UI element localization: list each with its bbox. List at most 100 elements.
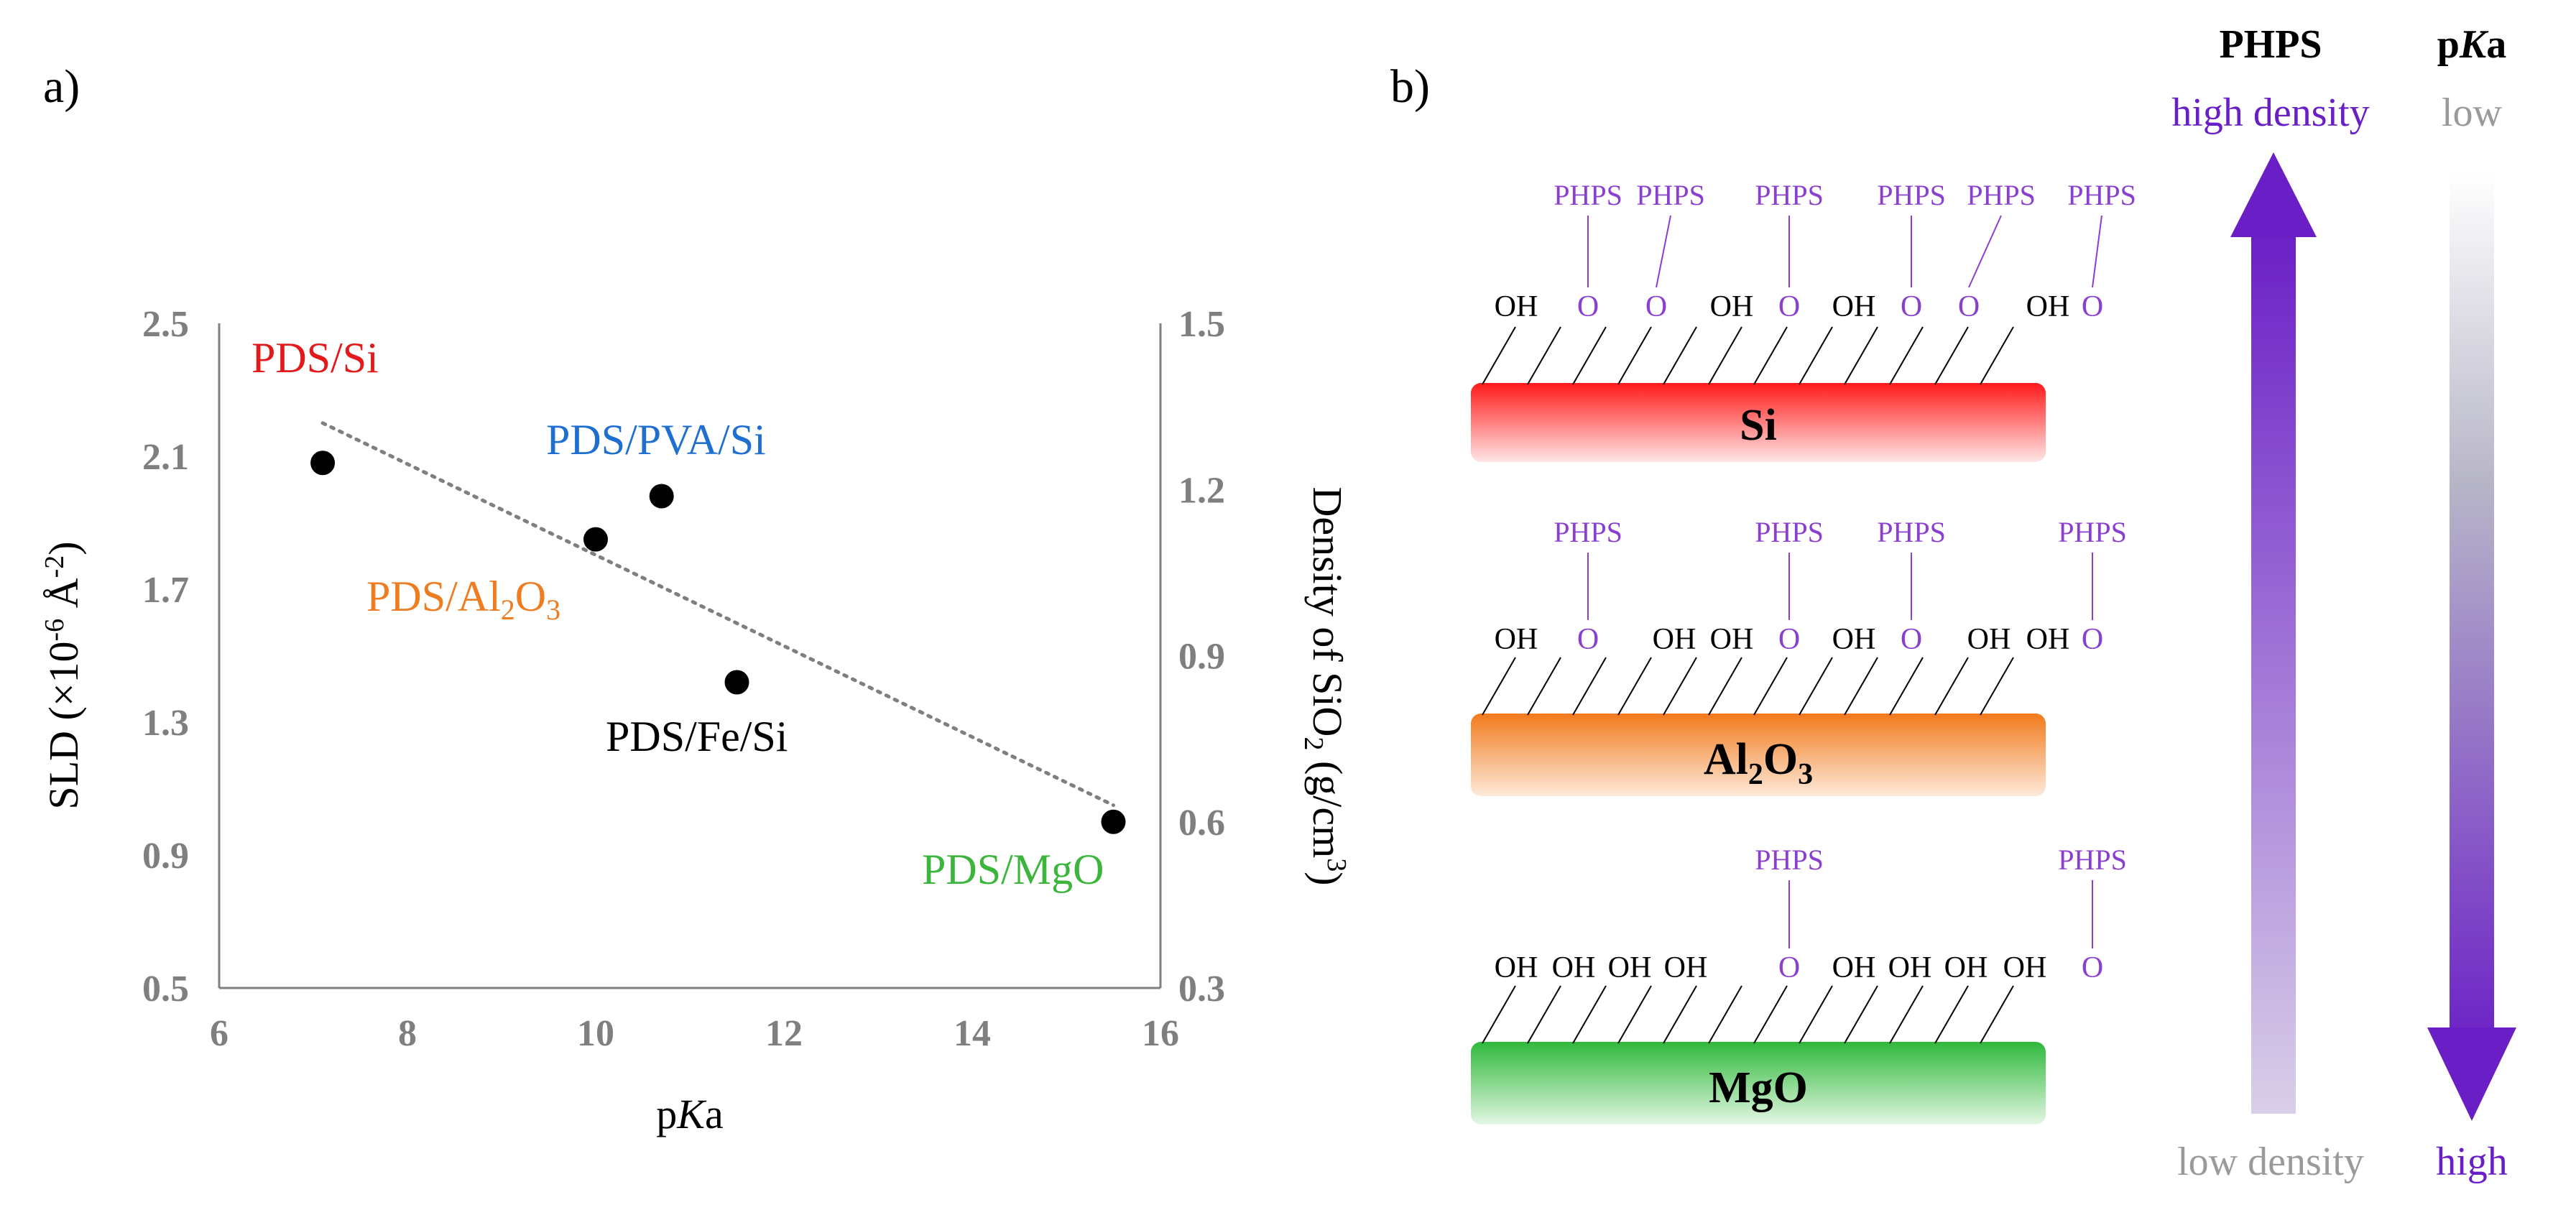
phps-label: PHPS — [1554, 516, 1622, 548]
data-point-pds-al2o3 — [583, 527, 608, 552]
surface-bond — [1482, 985, 1516, 1044]
down-arrow-head — [2427, 1027, 2516, 1121]
surface-bond — [1753, 985, 1788, 1044]
x-tick-label: 12 — [765, 1013, 803, 1054]
phps-label: PHPS — [1755, 179, 1824, 211]
hydroxyl-label: OH — [1832, 290, 1876, 323]
phps-label: PHPS — [1755, 844, 1824, 876]
pka-high-label: high — [2436, 1140, 2508, 1184]
pka-header: pKa — [2437, 22, 2507, 67]
hydroxyl-label: OH — [1944, 951, 1988, 984]
surface-bond — [1527, 985, 1561, 1044]
x-tick-label: 6 — [210, 1013, 228, 1054]
mgo-surface-groups: OH OH OH OH O PHPS OH OH OH OH O PHPS — [1495, 844, 2127, 984]
phps-bond — [1968, 215, 2002, 288]
x-tick-label: 8 — [398, 1013, 417, 1054]
y-right-tick-label: 0.3 — [1178, 969, 1225, 1010]
up-arrow-shaft — [2251, 230, 2296, 1114]
phps-bond — [2092, 215, 2102, 288]
si-substrate — [1471, 383, 2046, 462]
x-axis-title: pKa — [656, 1091, 723, 1137]
y-tick-label: 0.9 — [142, 836, 189, 877]
hydroxyl-label: OH — [1832, 951, 1876, 984]
y-tick-label: 1.7 — [142, 570, 189, 611]
data-point-pds-mgo — [1101, 809, 1126, 834]
phps-label: PHPS — [2058, 516, 2127, 548]
surface-bond — [1889, 326, 1924, 385]
surface-bond — [1980, 657, 2014, 716]
surface-bond — [1799, 326, 1833, 385]
surface-bond — [1708, 326, 1742, 385]
hydroxyl-label: OH — [1832, 623, 1876, 656]
x-tick-label: 10 — [577, 1013, 614, 1054]
oxygen-label: O — [1577, 290, 1599, 323]
hydroxyl-label: OH — [1495, 951, 1538, 984]
si-substrate-label: Si — [1740, 401, 1777, 450]
surface-bond — [1934, 657, 1969, 716]
si-surface-groups: OH O PHPS O PHPS OH O PHPS OH O PHPS O PHPS OH O PHPS — [1495, 179, 2136, 323]
data-point-pds-pva-si — [649, 484, 674, 509]
al2o3-substrate-label: Al2O3 — [1704, 735, 1813, 791]
y-right-tick-label: 1.2 — [1178, 470, 1225, 511]
surface-bond — [1663, 326, 1697, 385]
al2o3-bonds — [1482, 657, 2014, 716]
surface-diagram: Si OH O PHPS O PHPS OH O PHPS OH O PHPS O PHPS OH O PHP… — [1471, 22, 2516, 1184]
si-bonds — [1482, 326, 2014, 385]
hydroxyl-label: OH — [2026, 290, 2070, 323]
y-tick-label: 0.5 — [142, 969, 189, 1010]
surface-bond — [1799, 985, 1833, 1044]
surface-bond — [1482, 326, 1516, 385]
phps-label: PHPS — [2058, 844, 2127, 876]
phps-label: PHPS — [1554, 179, 1622, 211]
y-right-tick-label: 0.9 — [1178, 637, 1225, 678]
label-pds-mgo: PDS/MgO — [922, 846, 1104, 893]
y-axis-title-left: SLD (×10-6 Å-2) — [40, 541, 87, 809]
y-right-tick-label: 0.6 — [1178, 803, 1225, 844]
oxygen-label: O — [1958, 290, 1980, 323]
mgo-substrate-label: MgO — [1709, 1063, 1808, 1112]
phps-label: PHPS — [1967, 179, 2036, 211]
surface-bond — [1572, 657, 1607, 716]
data-point-pds-fe-si — [724, 670, 749, 695]
oxygen-label: O — [1778, 951, 1800, 984]
hydroxyl-label: OH — [1888, 951, 1932, 984]
phps-label: PHPS — [1755, 516, 1824, 548]
surface-bond — [1844, 326, 1878, 385]
surface-bond — [1799, 657, 1833, 716]
surface-bond — [1844, 985, 1878, 1044]
phps-label: PHPS — [1877, 516, 1946, 548]
low-density-label: low density — [2177, 1140, 2364, 1184]
label-pds-si: PDS/Si — [251, 334, 379, 382]
surface-bond — [1889, 657, 1924, 716]
panel-a-label: a) — [43, 60, 80, 113]
surface-bond — [1753, 326, 1788, 385]
hydroxyl-label: OH — [2003, 951, 2047, 984]
pka-arrow — [2427, 172, 2516, 1121]
x-tick-labels: 6 8 10 12 14 16 — [210, 1013, 1179, 1054]
surface-bond — [1889, 985, 1924, 1044]
phps-bond — [1656, 215, 1671, 288]
oxygen-label: O — [1901, 623, 1922, 656]
surface-bond — [1617, 985, 1652, 1044]
y-tick-label: 2.5 — [142, 304, 189, 345]
y-tick-label: 1.3 — [142, 703, 189, 744]
oxygen-label: O — [1901, 290, 1922, 323]
hydroxyl-label: OH — [1495, 623, 1538, 656]
phps-label: PHPS — [2067, 179, 2136, 211]
phps-header: PHPS — [2219, 22, 2322, 67]
surface-bond — [1617, 326, 1652, 385]
oxygen-label: O — [2082, 290, 2103, 323]
hydroxyl-label: OH — [1710, 290, 1754, 323]
hydroxyl-label: OH — [1608, 951, 1652, 984]
data-point-pds-si — [310, 451, 336, 476]
panel-b-label: b) — [1390, 60, 1430, 113]
mgo-substrate — [1471, 1042, 2046, 1124]
phps-label: PHPS — [1877, 179, 1946, 211]
al2o3-surface-groups: OH O PHPS OH OH O PHPS OH O PHPS OH OH O PHPS — [1495, 516, 2127, 656]
surface-bond — [1527, 326, 1561, 385]
surface-bond — [1753, 657, 1788, 716]
x-tick-label: 16 — [1142, 1013, 1179, 1054]
surface-bond — [1708, 985, 1742, 1044]
oxygen-label: O — [1778, 290, 1800, 323]
label-pds-pva-si: PDS/PVA/Si — [546, 416, 766, 463]
